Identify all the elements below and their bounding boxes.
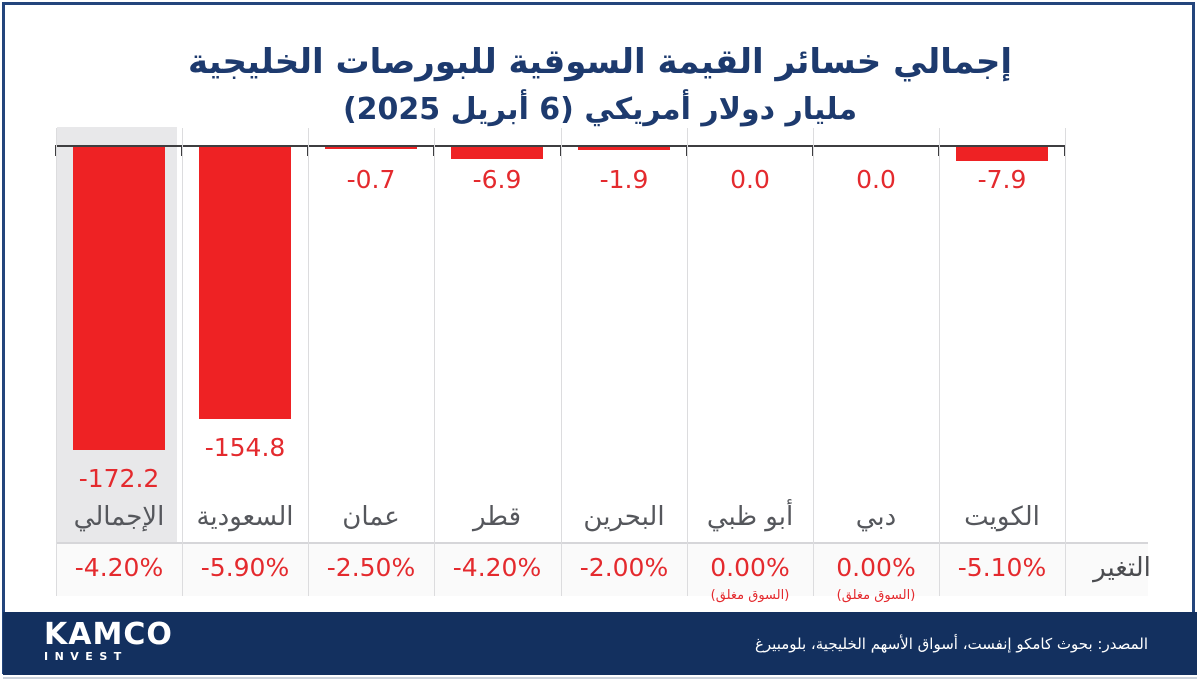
category-label-dubai: دبي: [855, 502, 897, 532]
category-label-oman: عمان: [342, 502, 400, 532]
column-divider-line: [1065, 128, 1066, 596]
bar-total: [73, 147, 165, 450]
column-divider-line: [939, 128, 940, 596]
value-label-dubai: 0.0: [856, 165, 896, 194]
category-label-qatar: قطر: [472, 502, 522, 532]
column-divider-line: [813, 128, 814, 596]
percent-change-saudi-arabia: -5.90%: [200, 553, 290, 582]
category-label-bahrain: البحرين: [583, 502, 665, 532]
value-label-kuwait: -7.9: [977, 165, 1027, 194]
value-label-bahrain: -1.9: [599, 165, 649, 194]
percent-row-divider-line: [57, 542, 1148, 544]
source-attribution: المصدر: بحوث كامكو إنفست، أسواق الأسهم ا…: [754, 634, 1148, 653]
category-label-total: الإجمالي: [73, 502, 165, 532]
chart-subtitle: مليار دولار أمريكي (6 أبريل 2025): [342, 92, 858, 127]
change-row-label: التغير: [1093, 553, 1151, 583]
percent-change-abu-dhabi: 0.00%: [710, 553, 790, 582]
column-divider-line: [56, 128, 57, 596]
value-label-oman: -0.7: [346, 165, 396, 194]
percent-change-bahrain: -2.00%: [579, 553, 669, 582]
percent-change-dubai: 0.00%: [836, 553, 916, 582]
value-label-qatar: -6.9: [472, 165, 522, 194]
column-divider-line: [561, 128, 562, 596]
bar-qatar: [451, 147, 543, 159]
category-label-abu-dhabi: أبو ظبي: [706, 502, 794, 532]
percent-row-background: [57, 543, 1148, 596]
value-label-total: -172.2: [78, 464, 160, 493]
percent-change-oman: -2.50%: [326, 553, 416, 582]
column-divider-line: [182, 128, 183, 596]
percent-change-kuwait: -5.10%: [957, 553, 1047, 582]
column-divider-line: [308, 128, 309, 596]
percent-change-total: -4.20%: [74, 553, 164, 582]
kamco-invest-logo: KAMCO INVEST: [44, 619, 173, 663]
chart-title: إجمالي خسائر القيمة السوقية للبورصات الخ…: [187, 42, 1013, 82]
bar-saudi-arabia: [199, 147, 291, 419]
column-divider-line: [687, 128, 688, 596]
category-label-saudi-arabia: السعودية: [196, 502, 294, 532]
percent-change-qatar: -4.20%: [452, 553, 542, 582]
bar-oman: [325, 147, 417, 149]
footer-band: [3, 612, 1197, 675]
bar-bahrain: [578, 147, 670, 150]
logo-sub-text: INVEST: [44, 650, 128, 663]
category-label-kuwait: الكويت: [964, 502, 1040, 532]
market-closed-note-dubai: (السوق مغلق): [836, 588, 916, 603]
logo-main-text: KAMCO: [44, 617, 173, 652]
value-label-saudi-arabia: -154.8: [204, 433, 286, 462]
market-closed-note-abu-dhabi: (السوق مغلق): [710, 588, 790, 603]
footer-shadow-line: [3, 677, 1197, 679]
bar-kuwait: [956, 147, 1048, 161]
column-divider-line: [434, 128, 435, 596]
value-label-abu-dhabi: 0.0: [730, 165, 770, 194]
